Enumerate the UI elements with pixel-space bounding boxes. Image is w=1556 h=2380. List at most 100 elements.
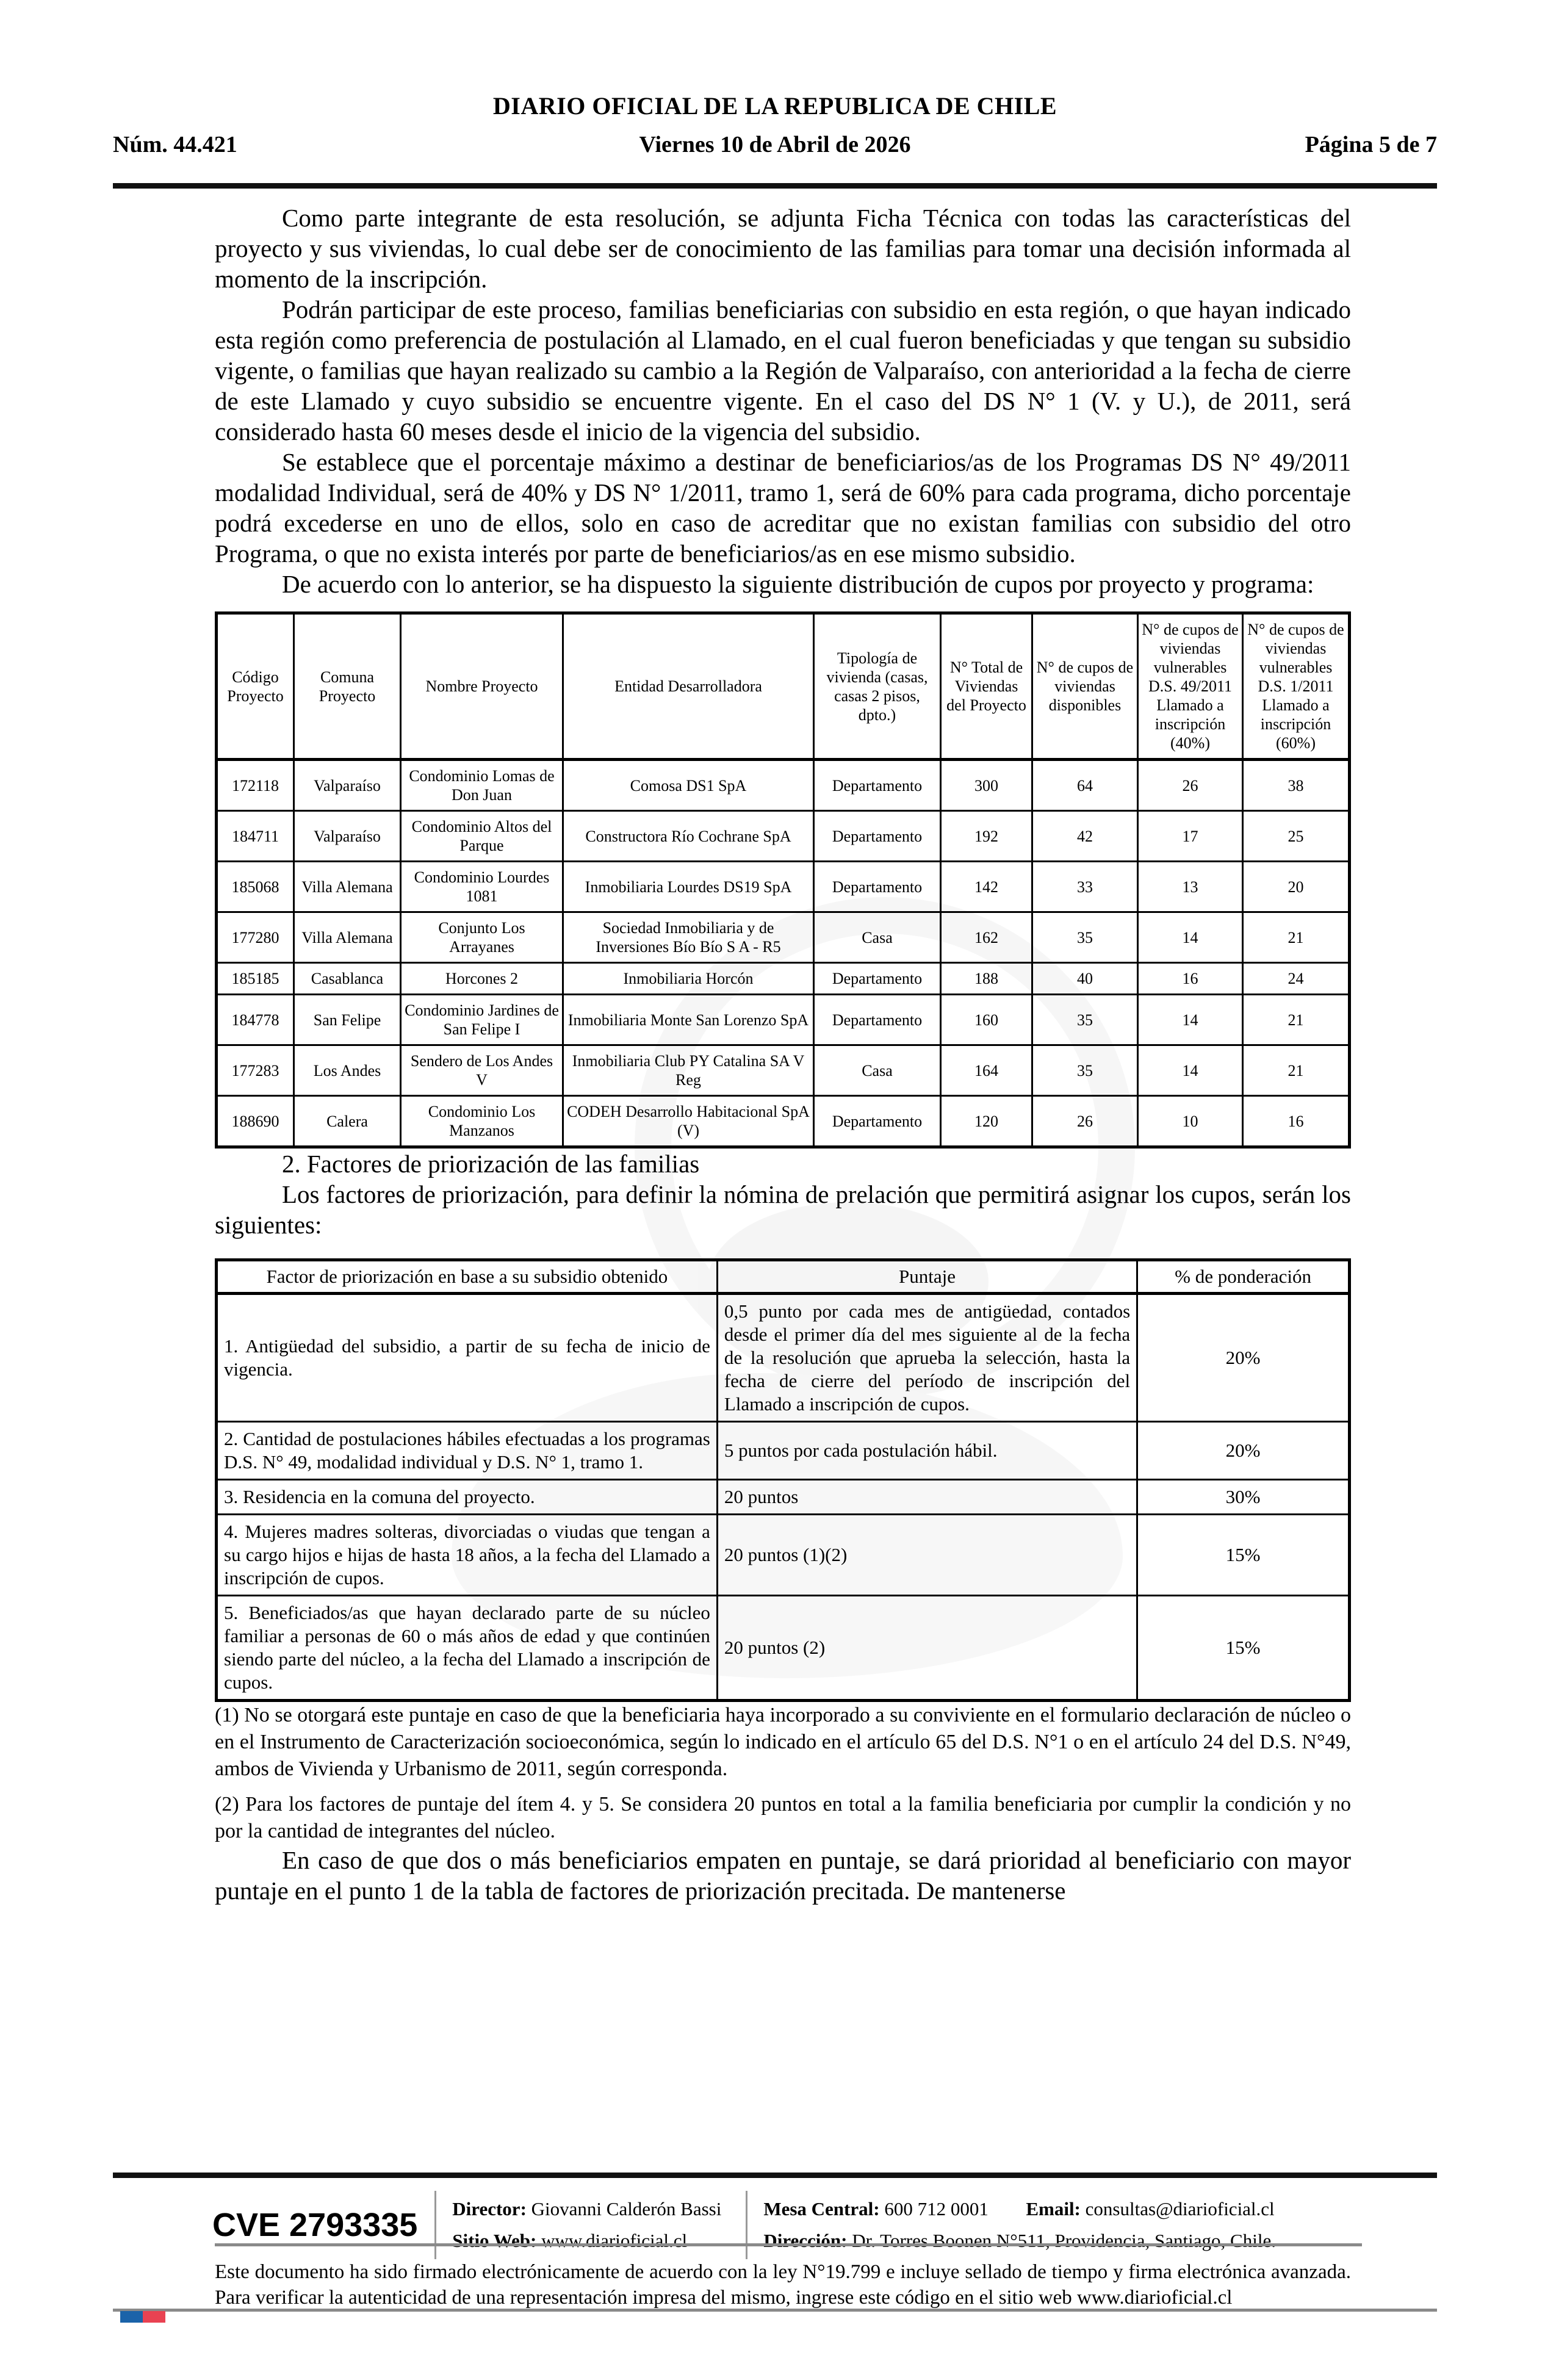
director-label: Director: xyxy=(452,2198,527,2220)
column-header: N° de cupos de viviendas vulnerables D.S… xyxy=(1242,612,1350,761)
table-cell: 30% xyxy=(1136,1479,1350,1515)
paragraph: Como parte integrante de esta resolución… xyxy=(215,204,1351,293)
column-header: % de ponderación xyxy=(1136,1259,1350,1295)
table-cell: Villa Alemana xyxy=(293,860,402,913)
table-cell: 177280 xyxy=(215,911,295,964)
gazette-title: DIARIO OFICIAL DE LA REPUBLICA DE CHILE xyxy=(492,92,1057,120)
table-cell: Casablanca xyxy=(293,962,402,995)
table-cell: 15% xyxy=(1136,1595,1350,1701)
footer-director-block: Director: Giovanni Calderón Bassi Sitio … xyxy=(434,2191,721,2259)
mesa-central-label: Mesa Central: xyxy=(763,2198,880,2220)
table-cell: Departamento xyxy=(813,1095,942,1148)
table-cell: 172118 xyxy=(215,759,295,812)
table-cell: Condominio Los Manzanos xyxy=(400,1095,564,1148)
direccion-label: Dirección: xyxy=(763,2230,848,2251)
column-header: N° Total de Viviendas del Proyecto xyxy=(940,612,1033,761)
footnote-1: (1) No se otorgará este puntaje en caso … xyxy=(215,1704,1351,1780)
table-cell: Inmobiliaria Lourdes DS19 SpA xyxy=(562,860,815,913)
table-cell: 162 xyxy=(940,911,1033,964)
table-cell: 5. Beneficiados/as que hayan declarado p… xyxy=(215,1595,718,1701)
table-row: 1. Antigüedad del subsidio, a partir de … xyxy=(215,1293,1350,1423)
paragraph: Podrán participar de este proceso, famil… xyxy=(215,295,1351,445)
footer-divider xyxy=(215,2243,1362,2246)
paragraph: De acuerdo con lo anterior, se ha dispue… xyxy=(282,570,1314,598)
cve-code: CVE 2793335 xyxy=(212,2207,418,2243)
section-heading: 2. Factores de priorización de las famil… xyxy=(282,1150,700,1178)
table-cell: 2. Cantidad de postulaciones hábiles efe… xyxy=(215,1421,718,1480)
table-cell: 13 xyxy=(1137,860,1244,913)
table-cell: 3. Residencia en la comuna del proyecto. xyxy=(215,1479,718,1515)
table-row: 184711 Valparaíso Condominio Altos del P… xyxy=(215,810,1350,862)
table-cell: Calera xyxy=(293,1095,402,1148)
table-cell: 33 xyxy=(1031,860,1139,913)
table-cell: 120 xyxy=(940,1095,1033,1148)
table-row: 172118 Valparaíso Condominio Lomas de Do… xyxy=(215,759,1350,812)
table-cell: 184778 xyxy=(215,993,295,1046)
column-header: N° de cupos de viviendas vulnerables D.S… xyxy=(1137,612,1244,761)
table-cell: 184711 xyxy=(215,810,295,862)
projects-table: Código Proyecto Comuna Proyecto Nombre P… xyxy=(215,611,1351,1149)
priority-factors-table: Factor de priorización en base a su subs… xyxy=(215,1258,1351,1702)
table-cell: 14 xyxy=(1137,993,1244,1046)
table-cell: 20 puntos (1)(2) xyxy=(716,1513,1139,1596)
table-cell: Condominio Lomas de Don Juan xyxy=(400,759,564,812)
table-cell: 21 xyxy=(1242,1044,1350,1097)
table-cell: 5 puntos por cada postulación hábil. xyxy=(716,1421,1139,1480)
table-row: 184778 San Felipe Condominio Jardines de… xyxy=(215,993,1350,1046)
table-row: 5. Beneficiados/as que hayan declarado p… xyxy=(215,1595,1350,1701)
table-cell: 4. Mujeres madres solteras, divorciadas … xyxy=(215,1513,718,1596)
table-cell: 142 xyxy=(940,860,1033,913)
table-cell: 64 xyxy=(1031,759,1139,812)
table-row: 185068 Villa Alemana Condominio Lourdes … xyxy=(215,860,1350,913)
table-row: 177283 Los Andes Sendero de Los Andes V … xyxy=(215,1044,1350,1097)
masthead: DIARIO OFICIAL DE LA REPUBLICA DE CHILE … xyxy=(113,92,1437,162)
table-cell: 185068 xyxy=(215,860,295,913)
footer-contact-block: Mesa Central: 600 712 0001 Email: consul… xyxy=(746,2191,1276,2259)
table-cell: Departamento xyxy=(813,810,942,862)
direccion-value: Dr. Torres Boonen N°511, Providencia, Sa… xyxy=(852,2230,1276,2251)
table-cell: Departamento xyxy=(813,860,942,913)
table-cell: 20% xyxy=(1136,1293,1350,1423)
footnote-2: (2) Para los factores de puntaje del íte… xyxy=(215,1793,1351,1842)
sitio-value[interactable]: www.diarioficial.cl xyxy=(541,2230,688,2251)
table-cell: 35 xyxy=(1031,993,1139,1046)
table-cell: Condominio Lourdes 1081 xyxy=(400,860,564,913)
priority-table-body: 1. Antigüedad del subsidio, a partir de … xyxy=(215,1293,1350,1701)
issue-number: Núm. 44.421 xyxy=(113,132,237,157)
column-header: Código Proyecto xyxy=(215,612,295,761)
column-header: N° de cupos de viviendas disponibles xyxy=(1031,612,1139,761)
table-cell: 35 xyxy=(1031,911,1139,964)
table-cell: 16 xyxy=(1242,1095,1350,1148)
column-header: Comuna Proyecto xyxy=(293,612,402,761)
flag-red-bar xyxy=(143,2311,165,2323)
direccion-line: Dirección: Dr. Torres Boonen N°511, Prov… xyxy=(763,2225,1276,2257)
table-cell: 24 xyxy=(1242,962,1350,995)
mesa-email-line: Mesa Central: 600 712 0001 Email: consul… xyxy=(763,2193,1276,2225)
mesa-central-value: 600 712 0001 xyxy=(884,2198,989,2220)
table-row: 177280 Villa Alemana Conjunto Los Arraya… xyxy=(215,911,1350,964)
table-cell: Casa xyxy=(813,911,942,964)
table-cell: Departamento xyxy=(813,759,942,812)
table-cell: Comosa DS1 SpA xyxy=(562,759,815,812)
table-cell: Inmobiliaria Club PY Catalina SA V Reg xyxy=(562,1044,815,1097)
priority-table-header-row: Factor de priorización en base a su subs… xyxy=(215,1259,1350,1295)
column-header: Entidad Desarrolladora xyxy=(562,612,815,761)
table-cell: 26 xyxy=(1031,1095,1139,1148)
table-cell: Valparaíso xyxy=(293,759,402,812)
email-value[interactable]: consultas@diarioficial.cl xyxy=(1085,2198,1275,2220)
table-cell: Inmobiliaria Horcón xyxy=(562,962,815,995)
table-cell: Departamento xyxy=(813,993,942,1046)
sitio-label: Sitio Web: xyxy=(452,2230,537,2251)
table-cell: 25 xyxy=(1242,810,1350,862)
table-cell: 20 puntos xyxy=(716,1479,1139,1515)
table-cell: 17 xyxy=(1137,810,1244,862)
table-cell: 21 xyxy=(1242,993,1350,1046)
footer-rule xyxy=(113,2173,1437,2178)
director-value: Giovanni Calderón Bassi xyxy=(531,2198,722,2220)
table-cell: 160 xyxy=(940,993,1033,1046)
table-row: 185185 Casablanca Horcones 2 Inmobiliari… xyxy=(215,962,1350,995)
table-cell: Inmobiliaria Monte San Lorenzo SpA xyxy=(562,993,815,1046)
table-cell: 40 xyxy=(1031,962,1139,995)
table-cell: Conjunto Los Arrayanes xyxy=(400,911,564,964)
